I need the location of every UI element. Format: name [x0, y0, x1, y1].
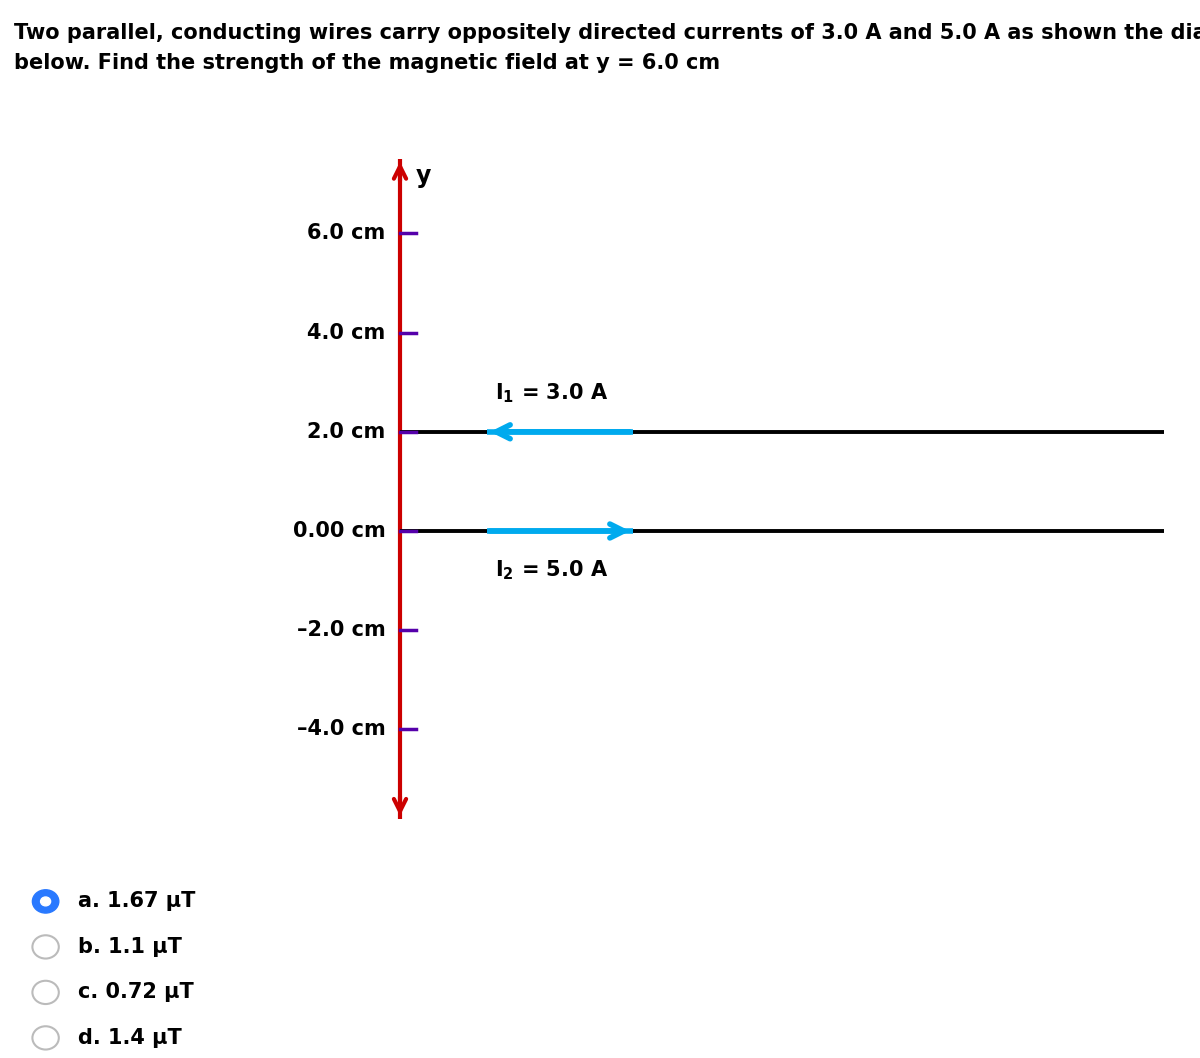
Text: below. Find the strength of the magnetic field at y = 6.0 cm: below. Find the strength of the magnetic…: [14, 53, 720, 73]
Text: d. 1.4 μT: d. 1.4 μT: [78, 1028, 181, 1047]
Text: –2.0 cm: –2.0 cm: [296, 620, 385, 640]
Text: 2.0 cm: 2.0 cm: [307, 422, 385, 442]
Text: –4.0 cm: –4.0 cm: [296, 719, 385, 740]
Text: a. 1.67 μT: a. 1.67 μT: [78, 892, 196, 911]
Text: 0.00 cm: 0.00 cm: [293, 521, 385, 541]
Text: 4.0 cm: 4.0 cm: [307, 323, 385, 343]
Text: c. 0.72 μT: c. 0.72 μT: [78, 983, 193, 1002]
Text: $\mathbf{I_1}$ = 3.0 A: $\mathbf{I_1}$ = 3.0 A: [494, 381, 607, 404]
Text: 6.0 cm: 6.0 cm: [307, 223, 385, 243]
Text: y: y: [416, 164, 431, 188]
Text: b. 1.1 μT: b. 1.1 μT: [78, 937, 182, 956]
Text: Two parallel, conducting wires carry oppositely directed currents of 3.0 A and 5: Two parallel, conducting wires carry opp…: [14, 23, 1200, 43]
Text: $\mathbf{I_2}$ = 5.0 A: $\mathbf{I_2}$ = 5.0 A: [494, 559, 607, 582]
